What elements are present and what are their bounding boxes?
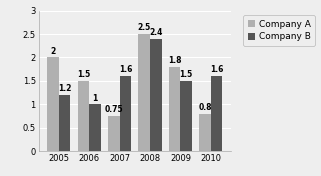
Text: 1.6: 1.6 bbox=[210, 65, 223, 74]
Text: 1.8: 1.8 bbox=[168, 56, 181, 65]
Text: 2.4: 2.4 bbox=[149, 28, 162, 37]
Bar bbox=[138, 34, 150, 151]
Bar bbox=[47, 58, 59, 151]
Text: 1: 1 bbox=[92, 94, 98, 103]
Bar bbox=[169, 67, 180, 151]
Bar bbox=[89, 104, 101, 151]
Bar bbox=[180, 81, 192, 151]
Text: 2: 2 bbox=[50, 47, 56, 56]
Bar bbox=[59, 95, 70, 151]
Text: 1.2: 1.2 bbox=[58, 84, 71, 93]
Bar bbox=[108, 116, 120, 151]
Bar bbox=[199, 114, 211, 151]
Bar bbox=[150, 39, 161, 151]
Text: 1.6: 1.6 bbox=[119, 65, 132, 74]
Bar bbox=[211, 76, 222, 151]
Bar bbox=[120, 76, 131, 151]
Legend: Company A, Company B: Company A, Company B bbox=[243, 15, 315, 46]
Text: 1.5: 1.5 bbox=[179, 70, 193, 79]
Text: 0.75: 0.75 bbox=[105, 105, 123, 114]
Text: 2.5: 2.5 bbox=[138, 23, 151, 32]
Text: 1.5: 1.5 bbox=[77, 70, 90, 79]
Bar bbox=[78, 81, 89, 151]
Text: 0.8: 0.8 bbox=[198, 103, 212, 112]
